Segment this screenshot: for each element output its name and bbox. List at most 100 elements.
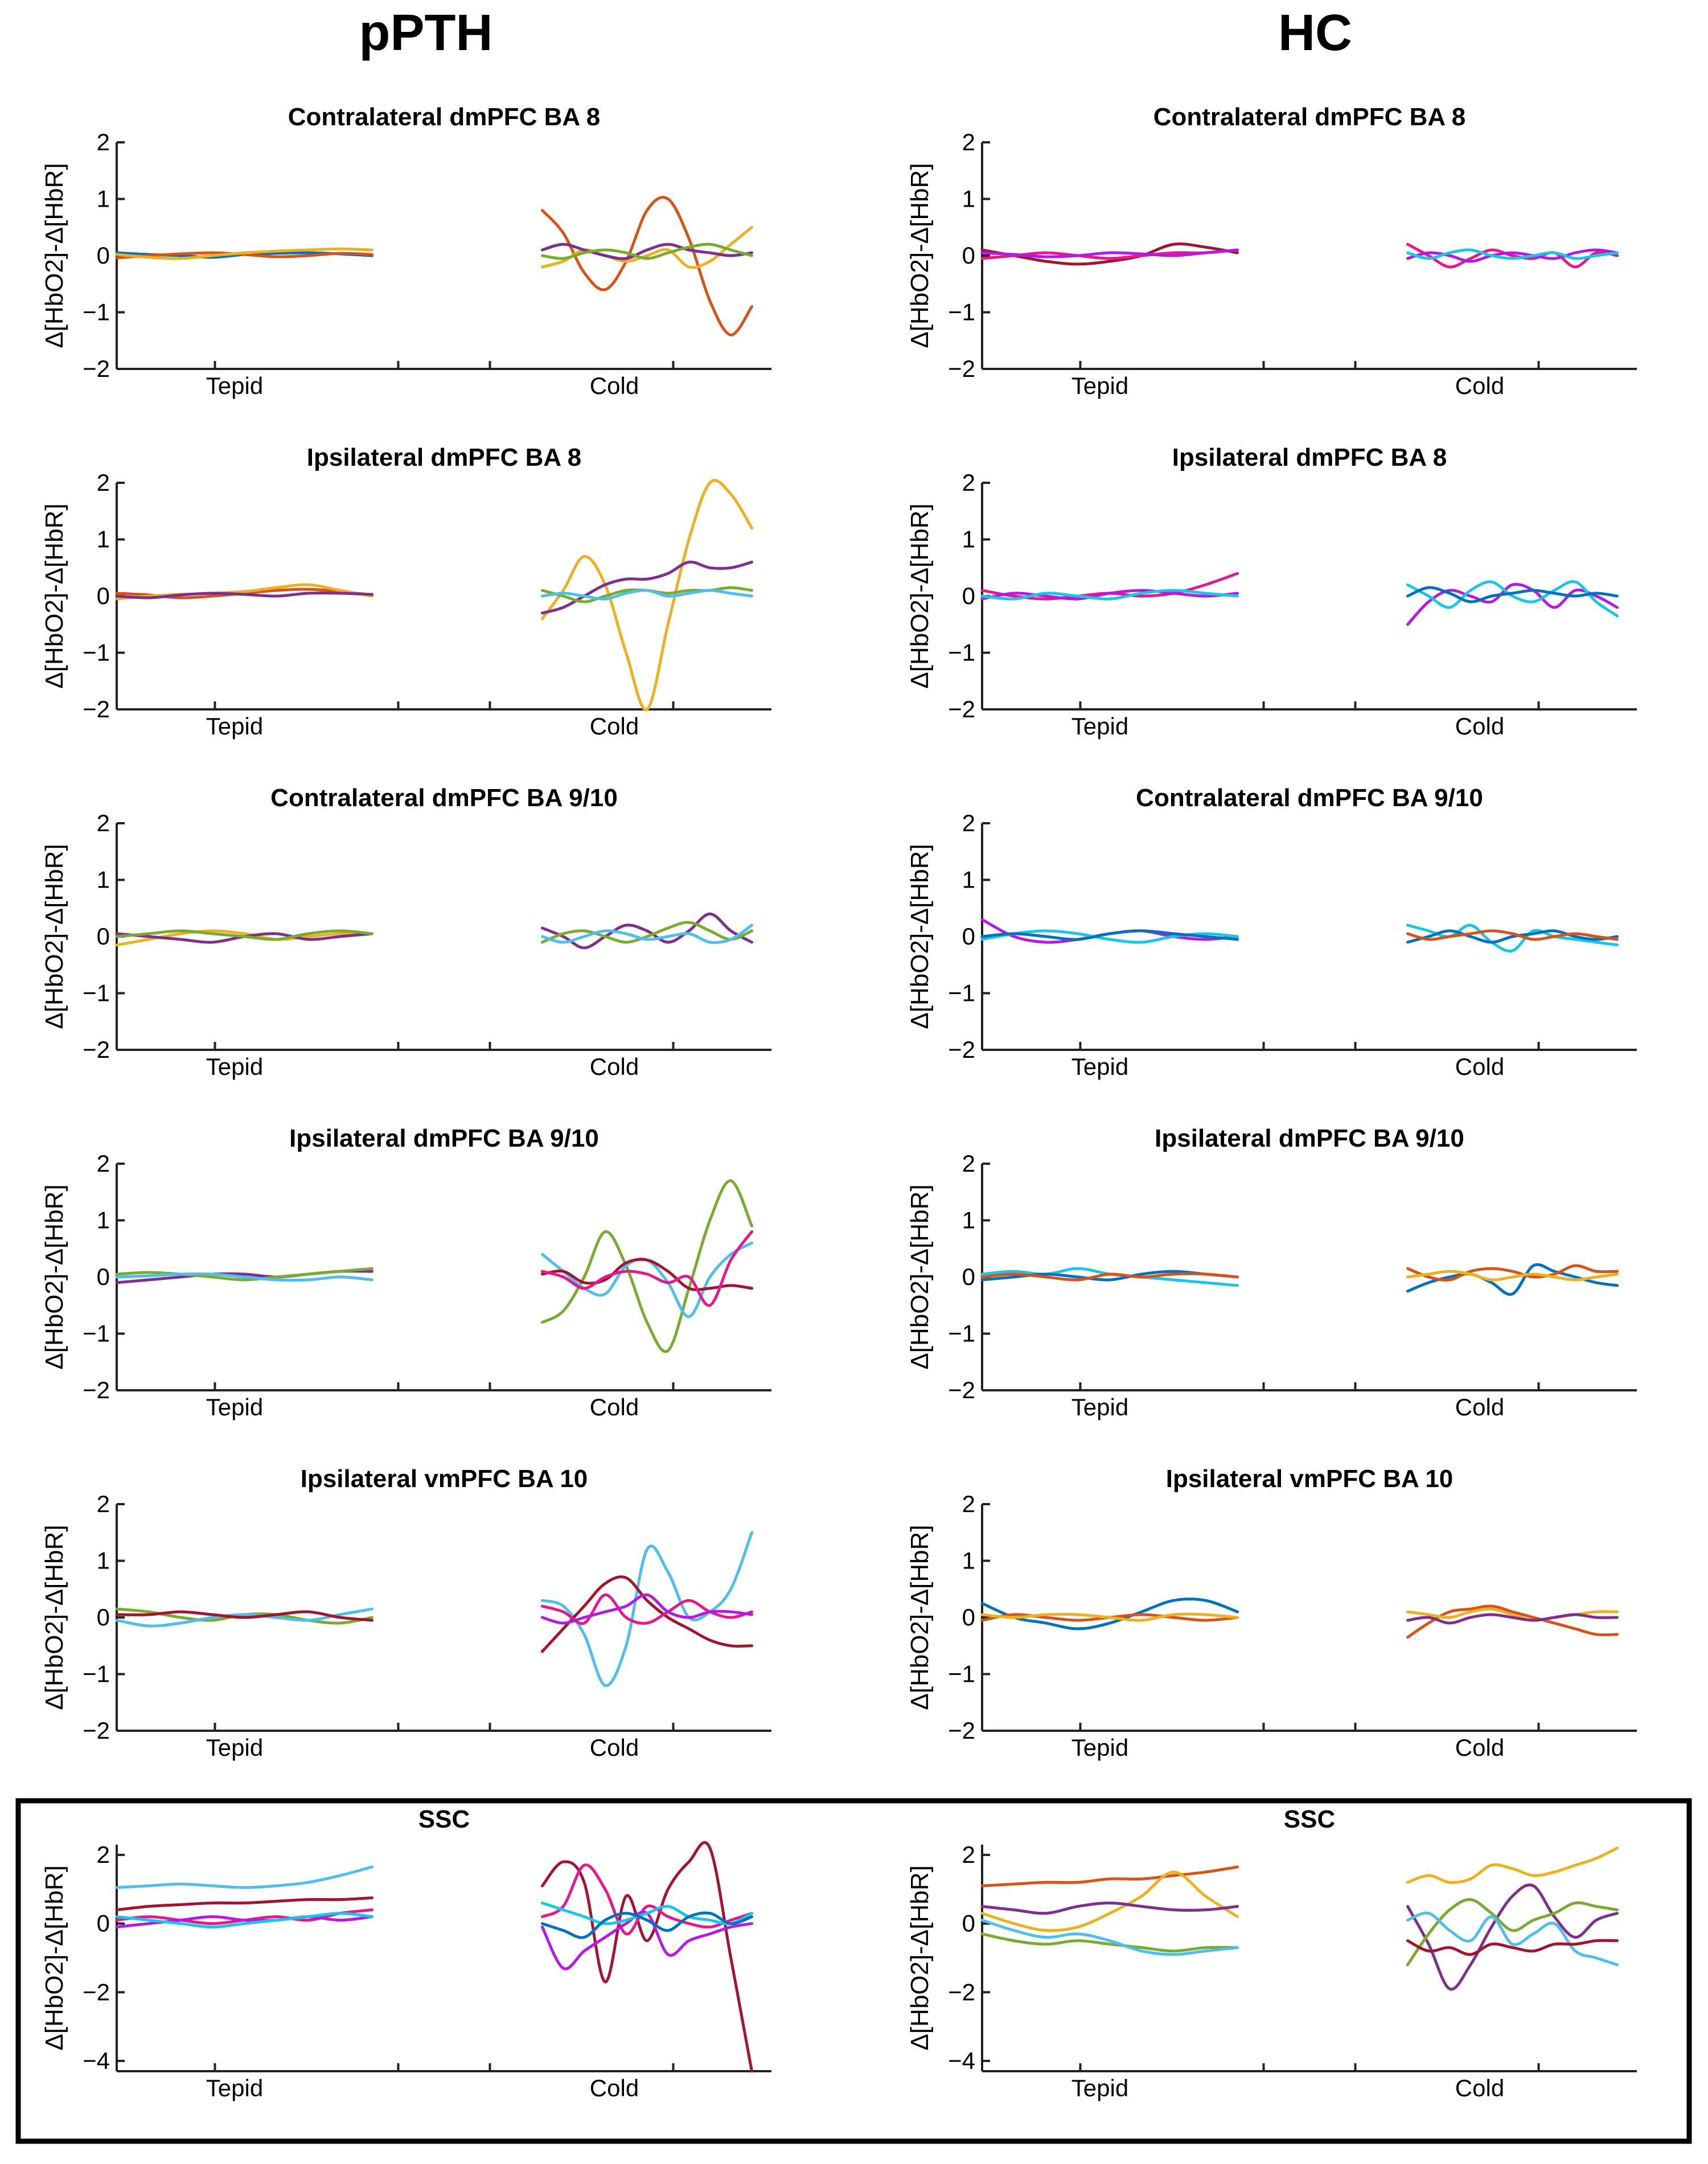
series-line-cold xyxy=(541,912,753,950)
panel-title: Ipsilateral dmPFC BA 8 xyxy=(1172,444,1447,471)
x-category-label: Cold xyxy=(1455,713,1504,740)
chart-HC-2: Contralateral dmPFC BA 9/10 Δ[HbO2]-Δ[HbR… xyxy=(906,784,1637,1080)
y-tick-label: 2 xyxy=(962,129,975,155)
x-category-label: Cold xyxy=(590,1734,639,1761)
series-line-cold xyxy=(541,1179,753,1353)
panel-title: Ipsilateral vmPFC BA 10 xyxy=(1166,1465,1454,1493)
column-title-HC: HC xyxy=(1278,5,1352,61)
series-line-cold xyxy=(1406,580,1619,618)
y-axis-label: Δ[HbO2]-Δ[HbR] xyxy=(906,1865,934,2050)
series-line-cold xyxy=(1406,248,1619,260)
series-line-tepid xyxy=(115,1896,373,1912)
chart-HC-0: Contralateral dmPFC BA 8 Δ[HbO2]-Δ[HbR] −2… xyxy=(906,103,1637,399)
panel-title: Ipsilateral dmPFC BA 9/10 xyxy=(289,1124,599,1152)
y-tick-label: 0 xyxy=(962,1604,975,1631)
y-tick-label: 1 xyxy=(97,186,110,212)
series-line-cold xyxy=(541,1230,753,1307)
y-axis-label: Δ[HbO2]-Δ[HbR] xyxy=(40,1184,68,1369)
x-category-label: Tepid xyxy=(1071,1053,1128,1080)
series-line-cold xyxy=(1406,586,1619,603)
series-line-cold xyxy=(1406,929,1619,941)
series-line-cold xyxy=(541,243,753,260)
series-line-cold xyxy=(541,1593,753,1625)
y-tick-label: −1 xyxy=(948,980,975,1007)
series-line-tepid xyxy=(115,592,373,599)
series-line-cold xyxy=(541,196,753,336)
y-tick-label: 2 xyxy=(97,469,110,496)
y-tick-label: −1 xyxy=(948,299,975,326)
y-tick-label: 2 xyxy=(962,1490,975,1517)
series-line-tepid xyxy=(115,1267,373,1282)
x-category-label: Tepid xyxy=(206,2075,263,2101)
panels: Contralateral dmPFC BA 8 Δ[HbO2]-Δ[HbR] −2… xyxy=(40,103,1637,2101)
y-axis-label: Δ[HbO2]-Δ[HbR] xyxy=(40,503,68,688)
y-tick-label: −4 xyxy=(948,2047,975,2074)
chart-pPTH-0: Contralateral dmPFC BA 8 Δ[HbO2]-Δ[HbR] −2… xyxy=(40,103,771,399)
series-line-tepid xyxy=(980,242,1239,266)
x-category-label: Cold xyxy=(1455,372,1504,399)
y-tick-label: 2 xyxy=(962,1841,975,1868)
y-tick-label: 0 xyxy=(962,1263,975,1290)
series-line-tepid xyxy=(980,1902,1239,1915)
y-tick-label: 1 xyxy=(962,526,975,553)
y-axis-label: Δ[HbO2]-Δ[HbR] xyxy=(40,163,68,348)
chart-pPTH-3: Ipsilateral dmPFC BA 9/10 Δ[HbO2]-Δ[HbR]−… xyxy=(40,1124,771,1420)
y-tick-label: −1 xyxy=(83,980,110,1007)
y-tick-label: 0 xyxy=(97,1263,110,1290)
series-line-cold xyxy=(541,923,753,945)
series-line-cold xyxy=(541,225,753,269)
y-tick-label: 0 xyxy=(97,582,110,609)
x-category-label: Cold xyxy=(590,1394,639,1420)
y-tick-label: 1 xyxy=(962,867,975,893)
y-tick-label: −2 xyxy=(948,1377,975,1403)
series-line-cold xyxy=(1406,1264,1619,1282)
series-line-tepid xyxy=(115,929,373,941)
series-line-tepid xyxy=(980,589,1239,601)
chart-pPTH-5: SSC Δ[HbO2]-Δ[HbR] −4 −2 0 2 Tepid Cold xyxy=(40,1805,771,2101)
series-line-tepid xyxy=(115,1610,373,1622)
series-line-cold xyxy=(541,1911,753,1939)
y-tick-label: −2 xyxy=(83,1377,110,1403)
x-category-label: Tepid xyxy=(206,372,263,399)
chart-pPTH-4: Ipsilateral vmPFC BA 10 Δ[HbO2]-Δ[HbR] −2 −… xyxy=(40,1465,771,1761)
y-axis-label: Δ[HbO2]-Δ[HbR] xyxy=(40,844,68,1029)
series-line-cold xyxy=(541,589,753,601)
panel-title: Contralateral dmPFC BA 8 xyxy=(1153,103,1465,131)
series-line-tepid xyxy=(980,1932,1239,1953)
series-line-cold xyxy=(541,1575,753,1653)
x-category-label: Cold xyxy=(590,2075,639,2101)
series-line-tepid xyxy=(980,1272,1239,1282)
series-line-tepid xyxy=(980,929,1239,941)
y-tick-label: −2 xyxy=(83,355,110,382)
y-tick-label: −2 xyxy=(948,1978,975,2005)
x-category-label: Tepid xyxy=(1071,2075,1128,2101)
y-tick-label: 0 xyxy=(97,242,110,269)
series-line-tepid xyxy=(115,247,373,260)
y-tick-label: −1 xyxy=(948,1661,975,1687)
y-tick-label: −4 xyxy=(83,2047,110,2074)
y-tick-label: 2 xyxy=(97,810,110,836)
y-tick-label: −1 xyxy=(83,639,110,666)
y-axis-label: Δ[HbO2]-Δ[HbR] xyxy=(906,1184,934,1369)
series-line-tepid xyxy=(980,1919,1239,1956)
series-line-cold xyxy=(541,1531,753,1687)
y-axis-label: Δ[HbO2]-Δ[HbR] xyxy=(906,1525,934,1710)
y-tick-label: −2 xyxy=(83,1978,110,2005)
series-line-cold xyxy=(1406,1270,1619,1282)
y-tick-label: −2 xyxy=(948,1036,975,1063)
x-category-label: Tepid xyxy=(1071,1394,1128,1420)
series-line-tepid xyxy=(980,248,1239,258)
x-category-label: Cold xyxy=(1455,1394,1504,1420)
panel-title: Contralateral dmPFC BA 9/10 xyxy=(270,784,618,812)
y-tick-label: −1 xyxy=(83,1320,110,1347)
chart-pPTH-2: Contralateral dmPFC BA 9/10 Δ[HbO2]-Δ[HbR… xyxy=(40,784,771,1080)
y-tick-label: 0 xyxy=(97,923,110,950)
y-tick-label: 1 xyxy=(97,867,110,893)
series-line-cold xyxy=(541,1902,753,1925)
y-tick-label: 0 xyxy=(97,1604,110,1631)
series-line-cold xyxy=(541,1258,753,1291)
panel-title: SSC xyxy=(418,1805,470,1833)
chart-pPTH-1: Ipsilateral dmPFC BA 8 Δ[HbO2]-Δ[HbR] −2 −1… xyxy=(40,444,771,740)
